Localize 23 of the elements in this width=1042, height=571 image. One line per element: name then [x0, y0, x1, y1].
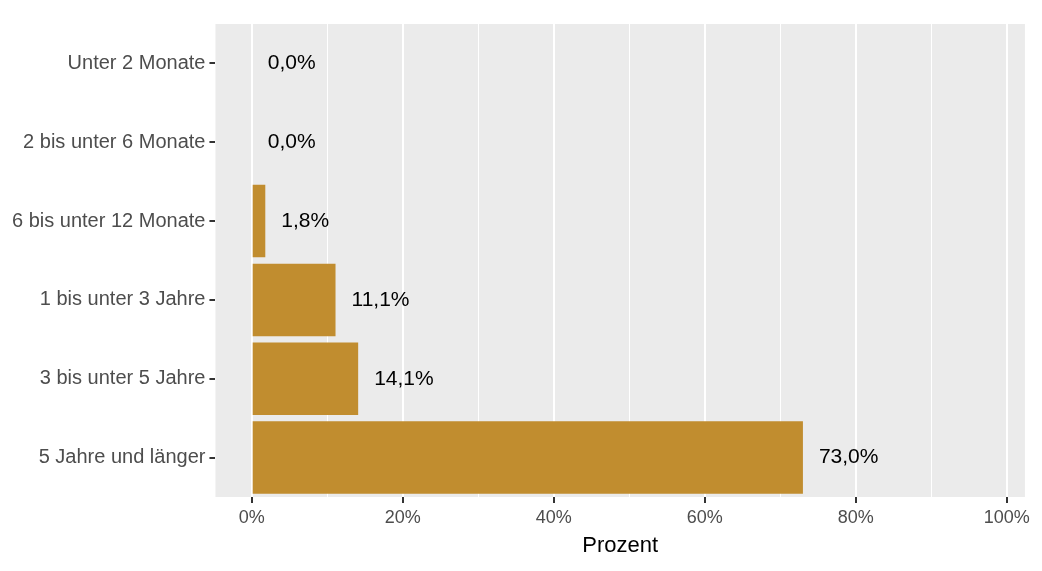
data-label: 0,0%: [267, 50, 316, 74]
x-tick-label: 20%: [384, 506, 421, 527]
y-tick-label: 5 Jahre und länger: [38, 445, 206, 468]
x-tick-label: 100%: [983, 506, 1030, 527]
y-tick-label: Unter 2 Monate: [67, 50, 206, 73]
bar: [252, 263, 336, 337]
y-tick-label: 3 bis unter 5 Jahre: [39, 366, 206, 389]
y-tick-label: 2 bis unter 6 Monate: [23, 129, 206, 152]
data-label: 0,0%: [267, 129, 316, 153]
y-tick-label: 1 bis unter 3 Jahre: [39, 287, 206, 310]
x-tick-label: 80%: [837, 506, 874, 527]
x-tick-label: 0%: [238, 506, 265, 527]
data-label: 14,1%: [374, 365, 434, 389]
data-label: 1,8%: [281, 207, 330, 231]
bar: [252, 421, 803, 494]
bar: [252, 184, 266, 258]
x-tick-label: 40%: [535, 506, 572, 527]
y-tick-label: 6 bis unter 12 Monate: [11, 208, 206, 231]
x-axis-title: Prozent: [582, 531, 659, 557]
bar: [252, 342, 359, 416]
x-tick-label: 60%: [686, 506, 723, 527]
data-label: 11,1%: [351, 286, 410, 310]
data-label: 73,0%: [818, 444, 879, 468]
